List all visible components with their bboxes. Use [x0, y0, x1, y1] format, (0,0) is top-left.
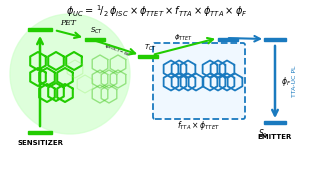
Text: SENSITIZER: SENSITIZER — [17, 140, 63, 146]
Text: $\phi_{TTET}$: $\phi_{TTET}$ — [174, 33, 192, 43]
Text: $S_0$: $S_0$ — [258, 127, 268, 139]
FancyBboxPatch shape — [153, 43, 245, 119]
Text: $\phi_F$: $\phi_F$ — [281, 74, 291, 88]
Text: $S_{CT}$: $S_{CT}$ — [90, 26, 104, 36]
Bar — [28, 131, 52, 134]
Text: $T_{CT}$: $T_{CT}$ — [144, 43, 157, 53]
Ellipse shape — [10, 14, 130, 134]
Text: PET: PET — [60, 19, 76, 27]
Text: $\phi_{UC} = \,^{1\!}/_{2}\, \phi_{ISC} \times \phi_{TTET} \times f_{TTA} \times: $\phi_{UC} = \,^{1\!}/_{2}\, \phi_{ISC} … — [66, 3, 248, 19]
Text: $f_{TTA} \times \phi_{TTET}$: $f_{TTA} \times \phi_{TTET}$ — [177, 119, 220, 132]
Text: EMITTER: EMITTER — [258, 134, 292, 140]
Text: TTA-UC PL: TTA-UC PL — [293, 65, 297, 97]
Bar — [264, 38, 286, 41]
Bar — [138, 55, 158, 58]
Text: $\phi_{SOCT-ISC}$: $\phi_{SOCT-ISC}$ — [103, 41, 133, 60]
Bar — [28, 28, 52, 31]
Bar — [264, 121, 286, 124]
Bar — [218, 38, 238, 41]
Bar — [85, 38, 105, 41]
